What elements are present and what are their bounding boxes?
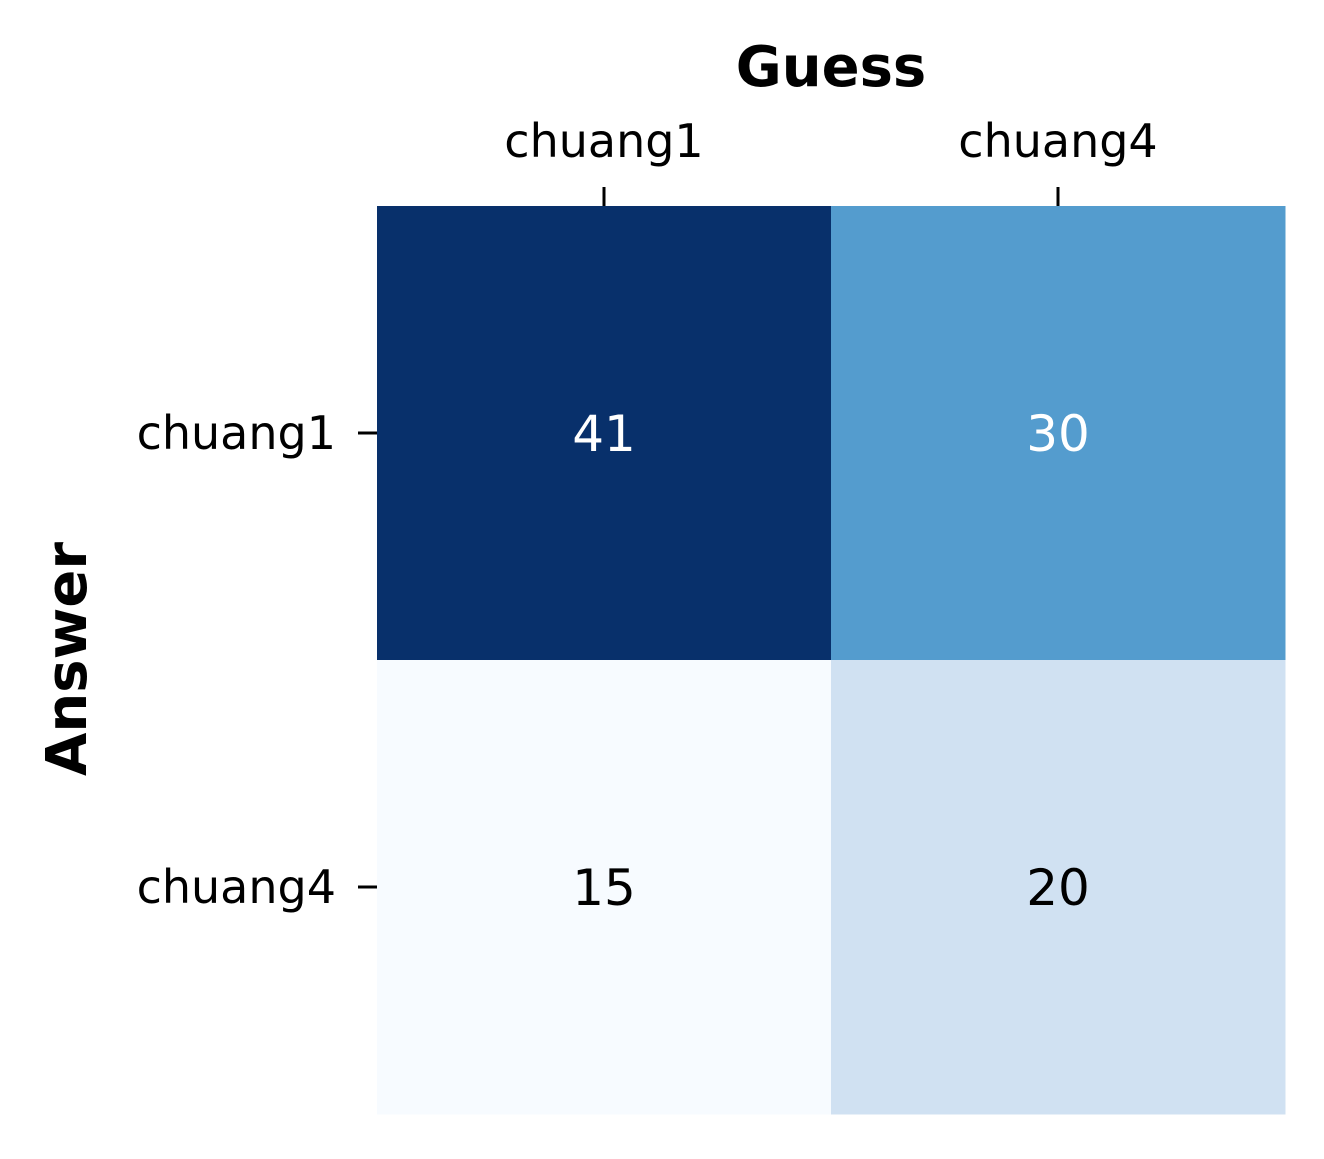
heatmap-cell-value: 15 bbox=[572, 859, 636, 917]
heatmap-cell bbox=[831, 660, 1286, 1115]
y-tick-label: chuang4 bbox=[137, 860, 336, 914]
x-axis-title: Guess bbox=[736, 35, 926, 100]
heatmap-cell-labels: 41 30 15 20 bbox=[572, 405, 1090, 917]
y-axis-title: Answer bbox=[35, 542, 100, 776]
y-axis-ticks: chuang1 chuang4 bbox=[137, 406, 377, 914]
y-tick-label: chuang1 bbox=[137, 406, 336, 460]
x-axis-ticks: chuang1 chuang4 bbox=[504, 114, 1158, 206]
x-tick-label: chuang1 bbox=[504, 114, 703, 168]
heatmap-cell bbox=[377, 206, 832, 661]
heatmap-cell-value: 30 bbox=[1026, 405, 1090, 463]
heatmap-cell-value: 20 bbox=[1026, 859, 1090, 917]
heatmap-cell-value: 41 bbox=[572, 405, 636, 463]
heatmap-cell bbox=[377, 660, 832, 1115]
heatmap-cells bbox=[377, 206, 1286, 1115]
x-tick-label: chuang4 bbox=[958, 114, 1157, 168]
heatmap-cell bbox=[831, 206, 1286, 661]
